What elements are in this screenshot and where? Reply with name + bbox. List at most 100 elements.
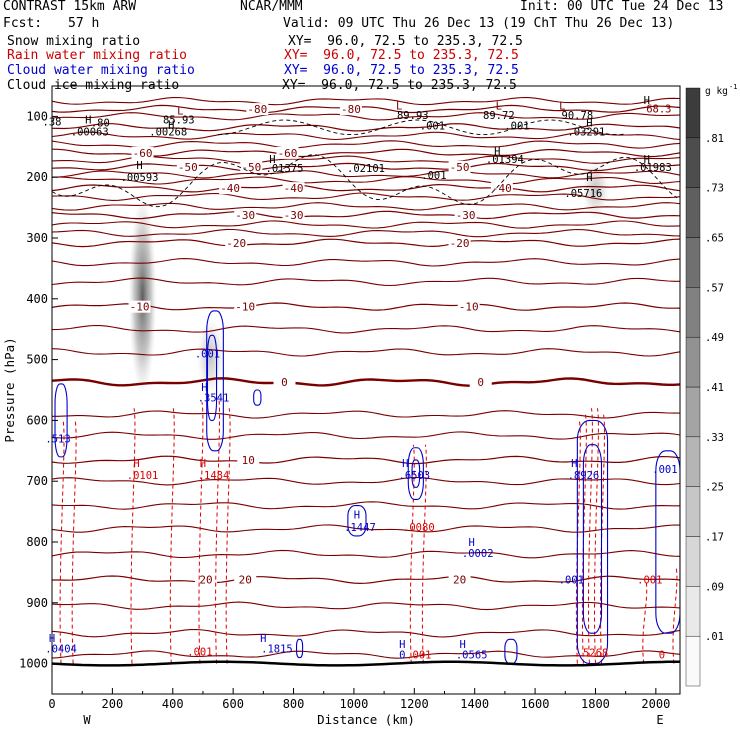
colorbar-swatch xyxy=(685,536,701,587)
isotherm-label-bg xyxy=(448,236,471,249)
rain-contour xyxy=(225,408,231,664)
isotherm-line xyxy=(52,112,680,121)
contour-annotation: H xyxy=(260,633,266,645)
isotherm-label-bg xyxy=(454,208,477,221)
isotherm--50 xyxy=(52,162,680,172)
isotherm-label-bg xyxy=(448,573,471,586)
isotherm-label: -80 xyxy=(247,103,267,116)
isotherm-line xyxy=(52,131,680,141)
contour-annotation: .1815 xyxy=(261,643,293,655)
isotherm-label: 20 xyxy=(453,574,466,587)
contour-annotation: .3541 xyxy=(198,392,230,404)
isotherm-label: -40 xyxy=(220,182,240,195)
contour-annotation: H xyxy=(136,160,142,172)
plot-frame xyxy=(51,85,681,695)
rain-contour xyxy=(575,420,581,664)
contour-annotation: .00063 xyxy=(71,127,109,139)
rain-contour xyxy=(672,566,678,664)
colorbar-label: .01 xyxy=(705,631,724,643)
colorbar-swatch xyxy=(685,336,701,388)
cloud-water-contour xyxy=(576,419,609,665)
x-tick-label: 0 xyxy=(48,697,55,711)
isotherm-line xyxy=(52,228,680,238)
isotherm-label-bg xyxy=(282,208,305,221)
colorbar-swatch xyxy=(685,87,701,139)
contour-annotation: .001 xyxy=(421,170,446,182)
model-title: CONTRAST 15km ARW xyxy=(3,0,137,14)
colorbar-label: .73 xyxy=(705,183,724,195)
contour-annotation: .0404 xyxy=(45,643,77,655)
rain-contour xyxy=(642,578,648,664)
isotherm-line xyxy=(52,176,680,185)
colorbar-swatch xyxy=(685,137,701,188)
y-tick-label: 800 xyxy=(26,535,48,549)
isotherm-label: -40 xyxy=(492,182,512,195)
x-tick-label: 800 xyxy=(283,697,305,711)
isotherm-label: -40 xyxy=(284,182,304,195)
x-tick-label: 1400 xyxy=(460,697,489,711)
contour-annotation: 68.3 xyxy=(646,103,671,115)
colorbar-swatch xyxy=(685,586,701,637)
contour-annotation: .80 xyxy=(91,117,110,129)
isotherm-label-bg xyxy=(469,376,492,389)
y-tick-label: 900 xyxy=(26,596,48,610)
colorbar-swatch xyxy=(685,287,701,338)
contour-annotation: .0080 xyxy=(403,522,435,534)
isotherm-line xyxy=(52,629,680,638)
contour-annotation: .001 xyxy=(559,575,584,587)
colorbar-swatch xyxy=(685,187,701,238)
x-tick-label: 1200 xyxy=(400,697,429,711)
isotherm-line xyxy=(52,431,680,440)
snow-shade-1 xyxy=(196,317,225,397)
init-time: Init: 00 UTC Tue 24 Dec 13 xyxy=(520,0,724,14)
colorbar-label: .81 xyxy=(705,133,724,145)
y-tick-label: 700 xyxy=(26,474,48,488)
isotherm-label-bg xyxy=(176,160,199,173)
contour-annotation: H xyxy=(402,458,408,470)
contour-annotation: H xyxy=(399,639,405,651)
y-tick-label: 400 xyxy=(26,292,48,306)
colorbar-swatch xyxy=(685,237,701,288)
contour-annotation: .001 xyxy=(420,121,445,133)
contour-annotation: 0 xyxy=(659,649,665,661)
x-axis-title: Distance (km) xyxy=(317,712,415,727)
contour-annotation: H xyxy=(168,119,174,131)
isotherm--20 xyxy=(52,238,680,248)
x-tick-label: 400 xyxy=(162,697,184,711)
contour-annotation: H xyxy=(644,154,650,166)
x-tick-label: 600 xyxy=(222,697,244,711)
y-tick-label: 200 xyxy=(26,170,48,184)
contour-annotation: .0101 xyxy=(127,470,159,482)
colorbar-swatch xyxy=(685,635,701,687)
isotherm-line xyxy=(52,601,680,611)
colorbar-label: .33 xyxy=(705,432,724,444)
cloud-water-contour xyxy=(407,447,424,500)
isotherm-label: -30 xyxy=(456,209,476,222)
isotherm-label: -30 xyxy=(284,209,304,222)
contour-annotation: .1447 xyxy=(344,522,376,534)
contour-annotation: L xyxy=(396,100,402,112)
contour-annotation: .001 xyxy=(187,646,212,658)
contour-annotation: H xyxy=(201,382,207,394)
contour-annotation: L xyxy=(559,100,565,112)
isotherm-label: -10 xyxy=(235,301,255,314)
contour-annotation: .001 xyxy=(637,575,662,587)
contour-annotation: H xyxy=(586,172,592,184)
isotherm-label: -60 xyxy=(133,147,153,160)
cloud-water-contour xyxy=(206,310,224,452)
contour-annotation: .001 xyxy=(504,121,529,133)
isotherm-line xyxy=(52,96,680,106)
isotherm-label: -20 xyxy=(450,237,470,250)
isotherm-line xyxy=(52,277,680,287)
field-label-rain: Rain water mixing ratio xyxy=(7,48,188,63)
contour-annotation: .001 xyxy=(652,464,677,476)
field-xy-rain: XY= 96.0, 72.5 to 235.3, 72.5 xyxy=(284,48,519,63)
isotherm-label: 10 xyxy=(242,454,255,467)
isotherm-label: -50 xyxy=(178,161,198,174)
contour-annotation: .01375 xyxy=(266,163,304,175)
x-tick-label: 1600 xyxy=(521,697,550,711)
isotherm-line xyxy=(52,348,680,357)
contour-annotation: H xyxy=(644,95,650,107)
colorbar-unit-exponent: -1 xyxy=(729,83,737,91)
